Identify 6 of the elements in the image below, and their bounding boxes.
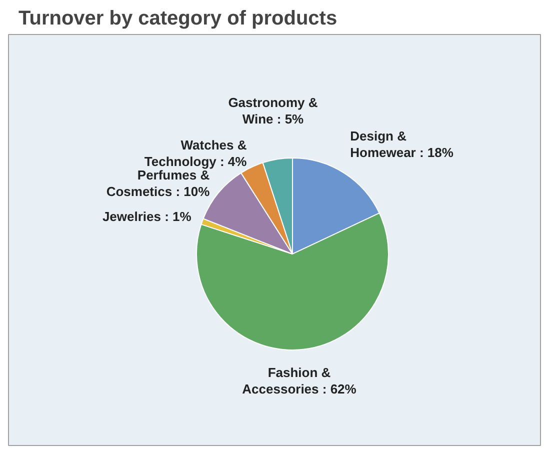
slice-label: Gastronomy & Wine : 5% [228, 94, 318, 126]
slice-label: Jewelries : 1% [102, 208, 192, 224]
slice-label: Watches & Technology : 4% [144, 138, 248, 170]
slice-label: Design & Homewear : 18% [350, 128, 454, 160]
chart-title: Turnover by category of products [18, 8, 338, 30]
slice-label: Fashion & Accessories : 62% [242, 365, 357, 397]
